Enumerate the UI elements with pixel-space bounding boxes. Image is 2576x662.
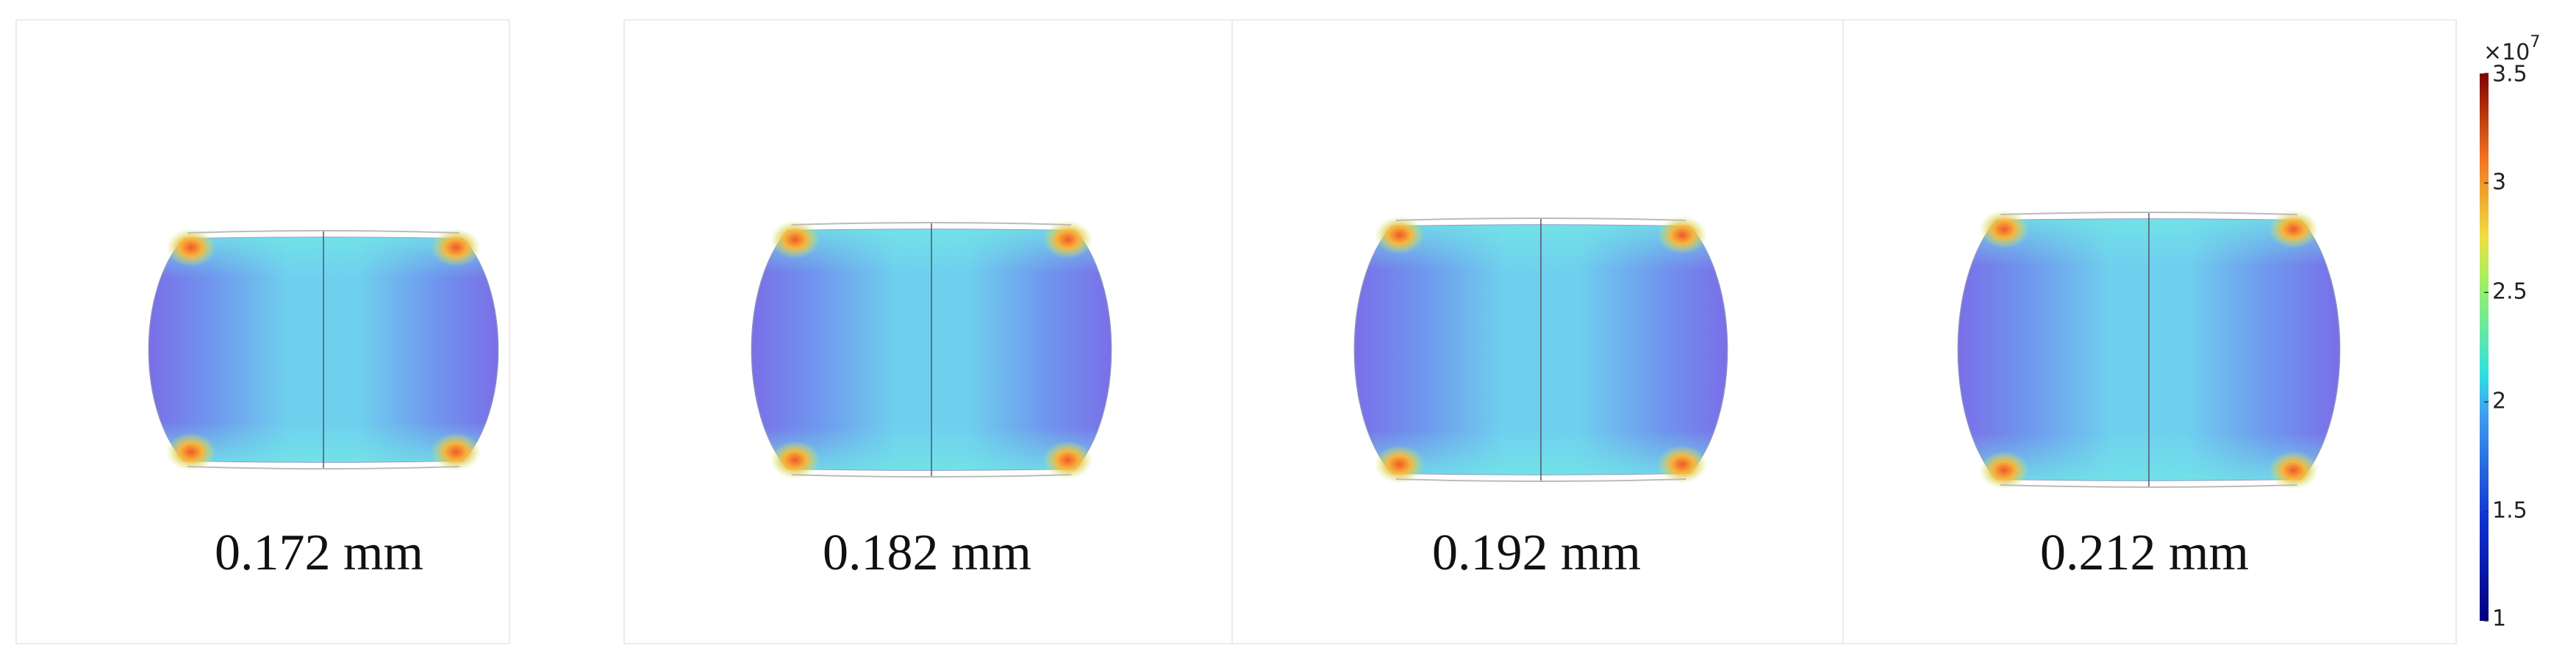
- panel-label: 0.172 mm: [215, 525, 423, 581]
- panel: 0.182 mm: [623, 19, 1233, 644]
- stress-hotspot: [431, 433, 482, 471]
- deformed-outline: [1395, 217, 1686, 482]
- colorbar-tick-label: 3: [2492, 170, 2506, 195]
- panel: 0.212 mm: [1842, 19, 2457, 644]
- panel-label: 0.182 mm: [823, 525, 1031, 581]
- stress-hotspot: [431, 229, 482, 267]
- exponent: 7: [2530, 33, 2540, 51]
- panels: 0.172 mm 0.182 mm 0.192 mm 0.212 mm: [15, 19, 2457, 644]
- stress-hotspot: [165, 433, 216, 471]
- colorbar-tick-label: 2.5: [2492, 279, 2527, 305]
- stress-hotspot: [1979, 451, 2030, 489]
- colorbar-tick-label: 3.5: [2492, 62, 2527, 87]
- stress-hotspot: [1042, 441, 1093, 479]
- stress-hotspot: [1374, 216, 1425, 254]
- stress-hotspot: [1374, 445, 1425, 483]
- colorbar-tick-label: 2: [2492, 389, 2506, 414]
- multiplier: ×10: [2483, 40, 2530, 65]
- stress-hotspot: [770, 220, 820, 259]
- stress-hotspot: [770, 441, 820, 479]
- colorbar-tick-label: 1: [2492, 606, 2506, 632]
- deformed-outline: [791, 222, 1072, 478]
- stress-hotspot: [2268, 210, 2319, 248]
- colorbar: [2480, 73, 2489, 621]
- colorbar-tick-label: 1.5: [2492, 498, 2527, 524]
- stress-hotspot: [1042, 220, 1093, 259]
- panel: 0.192 mm: [1231, 19, 1844, 644]
- stress-hotspot: [1657, 216, 1708, 254]
- deformed-outline: [187, 230, 459, 469]
- stress-hotspot: [1657, 445, 1708, 483]
- stress-hotspot: [165, 229, 216, 267]
- deformed-outline: [2000, 212, 2298, 488]
- panel-label: 0.192 mm: [1432, 525, 1641, 581]
- stress-hotspot: [1979, 210, 2030, 248]
- panel: 0.172 mm: [15, 19, 510, 644]
- colorbar-multiplier: ×107: [2483, 33, 2540, 65]
- stress-hotspot: [2268, 451, 2319, 489]
- panel-label: 0.212 mm: [2040, 525, 2249, 581]
